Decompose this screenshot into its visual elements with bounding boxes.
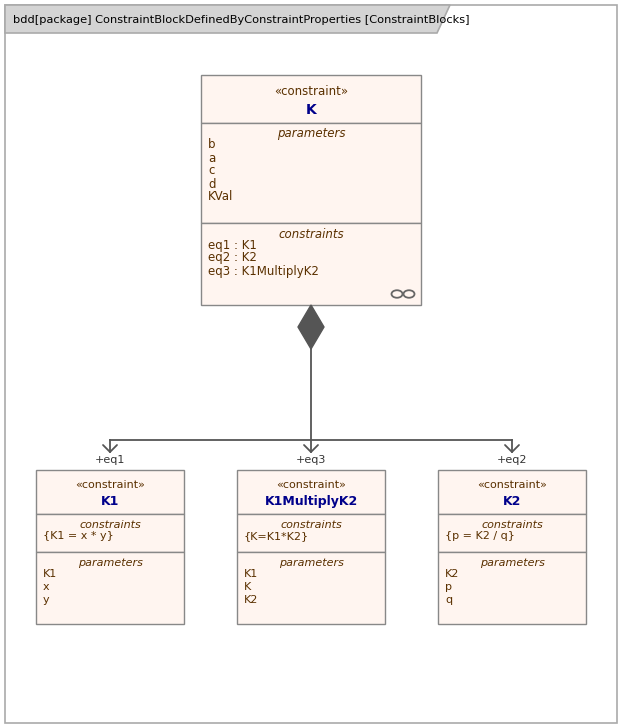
Text: constraints: constraints	[481, 520, 543, 530]
Text: K: K	[244, 582, 251, 592]
Bar	[36, 552, 184, 624]
Text: KVal: KVal	[208, 191, 233, 204]
Bar	[201, 223, 421, 305]
Text: a: a	[208, 151, 215, 165]
Bar	[201, 75, 421, 123]
Text: x: x	[43, 582, 50, 592]
Text: K1: K1	[244, 569, 258, 579]
Bar	[36, 470, 184, 514]
Text: bdd[package] ConstraintBlockDefinedByConstraintProperties [ConstraintBlocks]: bdd[package] ConstraintBlockDefinedByCon…	[13, 15, 470, 25]
Text: eq1 : K1: eq1 : K1	[208, 239, 257, 251]
Bar	[237, 514, 385, 552]
Text: «constraint»: «constraint»	[274, 85, 348, 98]
Text: {K1 = x * y}: {K1 = x * y}	[43, 531, 114, 541]
Bar	[237, 470, 385, 514]
Ellipse shape	[391, 290, 402, 298]
Polygon shape	[298, 305, 324, 349]
Text: {K=K1*K2}: {K=K1*K2}	[244, 531, 309, 541]
Text: q: q	[445, 595, 452, 605]
Text: K1MultiplyK2: K1MultiplyK2	[264, 495, 358, 508]
Text: {p = K2 / q}: {p = K2 / q}	[445, 531, 515, 541]
Text: constraints: constraints	[278, 227, 344, 240]
Text: «constraint»: «constraint»	[75, 480, 145, 491]
Text: eq3 : K1MultiplyK2: eq3 : K1MultiplyK2	[208, 264, 319, 277]
Text: K2: K2	[503, 495, 521, 508]
Text: eq2 : K2: eq2 : K2	[208, 251, 257, 264]
Text: +eq3: +eq3	[296, 455, 326, 465]
Bar	[438, 470, 586, 514]
Text: d: d	[208, 178, 215, 191]
Text: K2: K2	[445, 569, 460, 579]
Text: c: c	[208, 165, 215, 178]
Text: «constraint»: «constraint»	[276, 480, 346, 491]
Text: parameters: parameters	[78, 558, 142, 568]
Bar	[438, 552, 586, 624]
Bar	[438, 514, 586, 552]
Text: +eq2: +eq2	[497, 455, 527, 465]
Text: «constraint»: «constraint»	[477, 480, 547, 491]
Text: parameters: parameters	[277, 127, 345, 141]
Text: p: p	[445, 582, 452, 592]
Polygon shape	[5, 5, 450, 33]
Text: K: K	[305, 103, 317, 116]
Text: parameters: parameters	[279, 558, 343, 568]
Text: +eq1: +eq1	[95, 455, 125, 465]
Ellipse shape	[404, 290, 414, 298]
Bar	[201, 123, 421, 223]
Bar	[237, 552, 385, 624]
Text: K1: K1	[43, 569, 57, 579]
Text: b: b	[208, 138, 215, 151]
Text: constraints: constraints	[79, 520, 141, 530]
Text: K1: K1	[101, 495, 119, 508]
Text: constraints: constraints	[280, 520, 342, 530]
Text: parameters: parameters	[480, 558, 544, 568]
Text: y: y	[43, 595, 50, 605]
Bar	[36, 514, 184, 552]
Text: K2: K2	[244, 595, 258, 605]
